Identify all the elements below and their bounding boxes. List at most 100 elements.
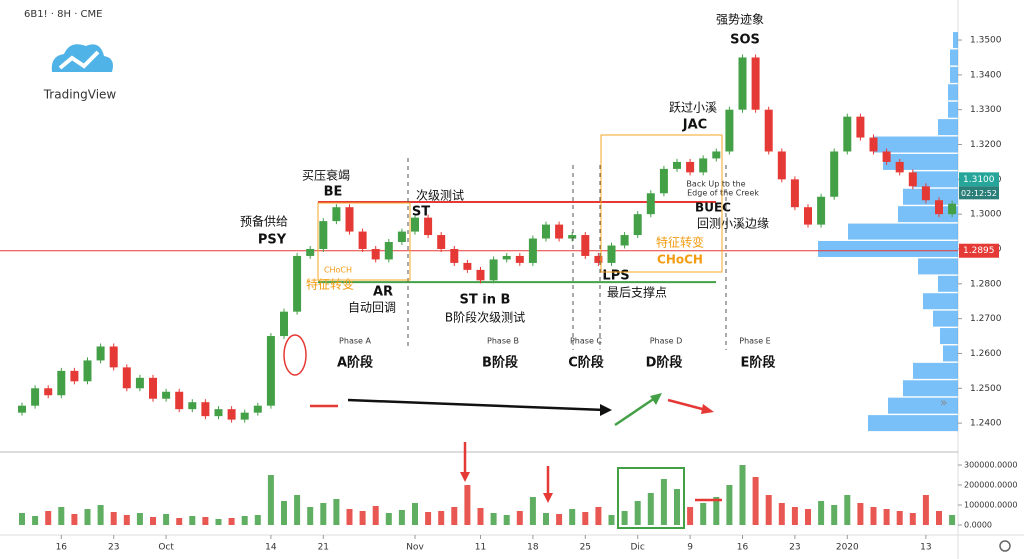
- candle: [293, 255, 302, 312]
- volume-bar: [281, 501, 287, 525]
- volume-bar: [19, 513, 25, 525]
- candle: [712, 151, 721, 159]
- annotation: 跃过小溪: [669, 101, 717, 115]
- volume-bar: [71, 514, 78, 525]
- candle: [319, 221, 328, 249]
- symbol-header: 6B1! · 8H · CME: [24, 9, 102, 20]
- annotation: Back Up to the: [686, 180, 745, 189]
- volume-bar: [844, 495, 851, 525]
- volume-profile-bar: [868, 415, 958, 432]
- x-tick-label: 25: [580, 543, 591, 553]
- annotation: BE: [324, 185, 343, 200]
- x-tick-label: 14: [265, 543, 277, 553]
- volume-bar: [202, 517, 209, 525]
- candle: [921, 186, 930, 201]
- candle: [948, 203, 957, 215]
- candle: [568, 235, 577, 239]
- countdown: 02:12:52: [961, 189, 997, 198]
- candle: [450, 248, 459, 263]
- volume-profile-bar: [918, 258, 958, 275]
- decorations: »: [283, 134, 1011, 552]
- annotation: 预备供给: [240, 215, 288, 229]
- annotation: SOS: [730, 33, 760, 48]
- volume-bar: [58, 507, 65, 525]
- candle: [266, 336, 275, 406]
- candle: [175, 391, 184, 410]
- candle: [856, 116, 865, 138]
- volume-bar: [647, 493, 654, 525]
- volume-bar: [333, 499, 340, 525]
- volume-bar: [831, 505, 838, 525]
- annotation: A阶段: [337, 355, 373, 371]
- volume-bar: [385, 513, 392, 525]
- x-tick-label: 13: [920, 543, 931, 553]
- volume-profile-bar: [948, 84, 958, 101]
- volume-bar: [857, 503, 864, 525]
- volume-bar: [412, 503, 418, 525]
- candle: [790, 179, 799, 208]
- volume-bar: [687, 507, 694, 525]
- volume-bar: [490, 513, 497, 525]
- arrow-head: [650, 393, 662, 405]
- candle: [463, 262, 472, 270]
- price-label-box: [959, 243, 999, 258]
- volume-bar: [346, 509, 353, 525]
- candle: [397, 231, 406, 243]
- volume-bar: [464, 485, 471, 525]
- volume-bar: [582, 512, 589, 525]
- arrow: [347, 398, 606, 412]
- annotation: ST in B: [460, 293, 511, 308]
- annotation: 次级测试: [416, 188, 464, 203]
- annotation: 自动回调: [348, 301, 396, 315]
- volume-bar: [778, 503, 785, 525]
- volume-bar: [791, 507, 798, 525]
- candle: [437, 235, 446, 249]
- highlight-circle: [283, 334, 307, 376]
- candle: [908, 172, 917, 187]
- volume-bar: [320, 503, 327, 525]
- arrow-head: [460, 472, 470, 482]
- x-tick-label: 16: [56, 543, 68, 553]
- candle: [489, 259, 498, 281]
- volume-bar: [621, 511, 628, 525]
- x-tick-label: 2020: [836, 543, 859, 553]
- volume-profile-bar: [903, 188, 958, 205]
- y-tick-label: 1.2500: [970, 384, 1002, 394]
- y-tick-label: 1.3300: [970, 105, 1002, 115]
- volume-bar: [150, 517, 156, 525]
- volume-bar: [700, 503, 707, 525]
- candle: [804, 207, 812, 225]
- annotation: C阶段: [568, 355, 604, 371]
- candle: [476, 269, 485, 281]
- settings-icon[interactable]: [999, 540, 1011, 552]
- candle: [31, 388, 40, 406]
- candle: [57, 370, 66, 396]
- volume-bar: [529, 497, 536, 525]
- volume-bar: [254, 515, 261, 525]
- candle: [188, 402, 197, 410]
- volume-bar: [818, 501, 825, 525]
- candle: [686, 161, 695, 173]
- candle: [96, 346, 105, 361]
- volume-profile-bar: [938, 119, 958, 136]
- volume-profile-bar: [938, 275, 958, 292]
- volume-bar: [569, 509, 576, 525]
- volume-bar: [634, 501, 641, 525]
- volume-bar: [595, 507, 602, 525]
- scroll-icon[interactable]: »: [940, 396, 947, 410]
- annotation: CHoCH: [657, 253, 703, 267]
- annotation: D阶段: [646, 355, 683, 371]
- annotation: Phase E: [739, 337, 770, 346]
- x-tick-label: 18: [527, 543, 539, 553]
- candle: [935, 200, 943, 215]
- candle: [227, 409, 236, 420]
- volume-bar: [516, 511, 523, 525]
- candle: [345, 207, 354, 232]
- logo-text: TradingView: [43, 88, 117, 102]
- annotation: LPS: [602, 269, 629, 284]
- arrow: [614, 396, 656, 427]
- y-tick-label: 1.3200: [970, 140, 1002, 150]
- volume-bar: [543, 513, 549, 525]
- volume-profile-bar: [883, 153, 958, 170]
